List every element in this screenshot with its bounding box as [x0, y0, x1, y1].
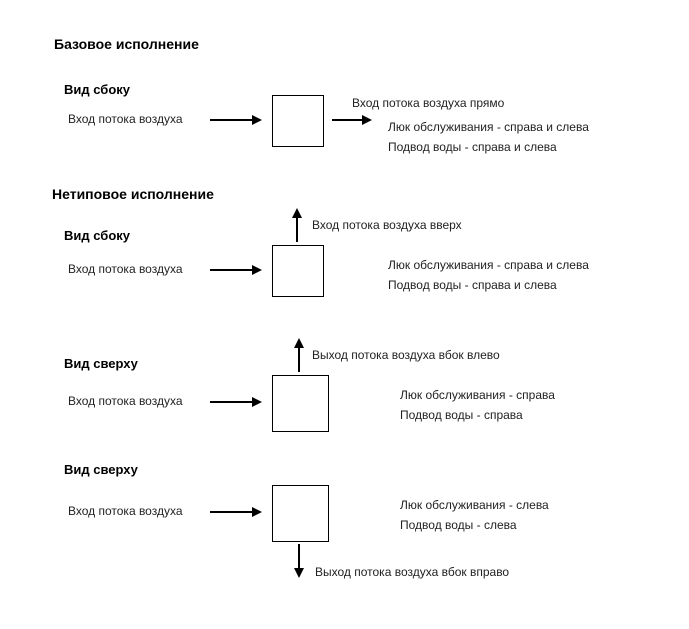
s2c-inlet-arrow-line [210, 511, 252, 513]
s2b-outlet-label: Выход потока воздуха вбок влево [312, 348, 500, 362]
s2a-note-1: Подвод воды - справа и слева [388, 278, 557, 292]
s2b-outlet-arrow-head [294, 338, 304, 348]
s2c-outlet-label: Выход потока воздуха вбок вправо [315, 565, 509, 579]
s2c-note-0: Люк обслуживания - слева [400, 498, 549, 512]
s1-inlet-label: Вход потока воздуха [68, 112, 183, 126]
s2c-view-title: Вид сверху [64, 462, 138, 477]
s1-inlet-arrow-line [210, 119, 252, 121]
s2b-box [272, 375, 329, 432]
s1-note-0: Люк обслуживания - справа и слева [388, 120, 589, 134]
s2b-inlet-arrow-head [252, 397, 262, 407]
s2c-note-1: Подвод воды - слева [400, 518, 517, 532]
s2c-outlet-arrow-line [298, 544, 300, 568]
s2a-outlet-arrow-head [292, 208, 302, 218]
s1-outlet-arrow-head [362, 115, 372, 125]
s1-note-1: Подвод воды - справа и слева [388, 140, 557, 154]
s1-inlet-arrow-head [252, 115, 262, 125]
s2b-inlet-label: Вход потока воздуха [68, 394, 183, 408]
s2c-outlet-arrow-head [294, 568, 304, 578]
s2b-view-title: Вид сверху [64, 356, 138, 371]
s2c-box [272, 485, 329, 542]
s1-outlet-label: Вход потока воздуха прямо [352, 96, 504, 110]
s2c-inlet-label: Вход потока воздуха [68, 504, 183, 518]
s2c-inlet-arrow-head [252, 507, 262, 517]
s1-outlet-arrow-line [332, 119, 362, 121]
s1-box [272, 95, 324, 147]
s2a-inlet-arrow-head [252, 265, 262, 275]
s2b-note-1: Подвод воды - справа [400, 408, 523, 422]
s2b-inlet-arrow-line [210, 401, 252, 403]
s2a-box [272, 245, 324, 297]
section2-title: Нетиповое исполнение [52, 186, 214, 202]
s2a-note-0: Люк обслуживания - справа и слева [388, 258, 589, 272]
s2b-note-0: Люк обслуживания - справа [400, 388, 555, 402]
section1-title: Базовое исполнение [54, 36, 199, 52]
s2a-view-title: Вид сбоку [64, 228, 130, 243]
s2a-outlet-arrow-line [296, 218, 298, 242]
s2a-inlet-arrow-line [210, 269, 252, 271]
s2b-outlet-arrow-line [298, 348, 300, 372]
s2a-outlet-label: Вход потока воздуха вверх [312, 218, 462, 232]
s1-view-title: Вид сбоку [64, 82, 130, 97]
s2a-inlet-label: Вход потока воздуха [68, 262, 183, 276]
